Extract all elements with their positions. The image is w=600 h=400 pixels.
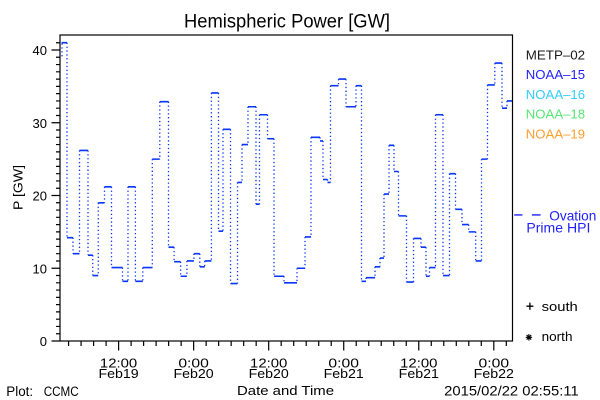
svg-text:Ovation: Ovation bbox=[549, 209, 596, 224]
svg-text:Hemispheric Power [GW]: Hemispheric Power [GW] bbox=[184, 11, 390, 33]
svg-text:40: 40 bbox=[33, 43, 47, 58]
svg-text:south: south bbox=[542, 299, 578, 314]
svg-text:10: 10 bbox=[33, 261, 47, 276]
svg-text:Feb21: Feb21 bbox=[324, 366, 364, 381]
svg-text:0:00: 0:00 bbox=[328, 355, 359, 370]
svg-text:Feb21: Feb21 bbox=[399, 366, 439, 381]
svg-text:Date and Time: Date and Time bbox=[237, 383, 334, 398]
svg-text:12:00: 12:00 bbox=[100, 355, 137, 370]
svg-text:0:00: 0:00 bbox=[479, 355, 510, 370]
svg-text:NOAA–15: NOAA–15 bbox=[526, 67, 585, 82]
svg-text:0:00: 0:00 bbox=[178, 355, 209, 370]
svg-text:30: 30 bbox=[33, 116, 47, 131]
svg-text:Prime HPI: Prime HPI bbox=[526, 221, 590, 236]
svg-text:Plot:: Plot: bbox=[6, 384, 33, 399]
svg-text:2015/02/22 02:55:11: 2015/02/22 02:55:11 bbox=[444, 384, 579, 399]
svg-text:12:00: 12:00 bbox=[400, 355, 437, 370]
svg-text:NOAA–18: NOAA–18 bbox=[526, 107, 585, 122]
svg-text:0: 0 bbox=[40, 334, 47, 349]
svg-text:Feb20: Feb20 bbox=[249, 366, 289, 381]
svg-text:20: 20 bbox=[33, 189, 47, 204]
svg-text:CCMC: CCMC bbox=[44, 384, 79, 399]
svg-text:NOAA–19: NOAA–19 bbox=[526, 126, 585, 141]
svg-text:12:00: 12:00 bbox=[250, 355, 287, 370]
svg-text:NOAA–16: NOAA–16 bbox=[526, 87, 585, 102]
svg-text:Feb19: Feb19 bbox=[99, 366, 139, 381]
svg-text:P [GW]: P [GW] bbox=[10, 165, 25, 210]
svg-text:north: north bbox=[542, 329, 573, 344]
svg-text:Feb22: Feb22 bbox=[474, 366, 514, 381]
svg-text:METP–02: METP–02 bbox=[526, 48, 585, 63]
svg-text:Feb20: Feb20 bbox=[174, 366, 214, 381]
